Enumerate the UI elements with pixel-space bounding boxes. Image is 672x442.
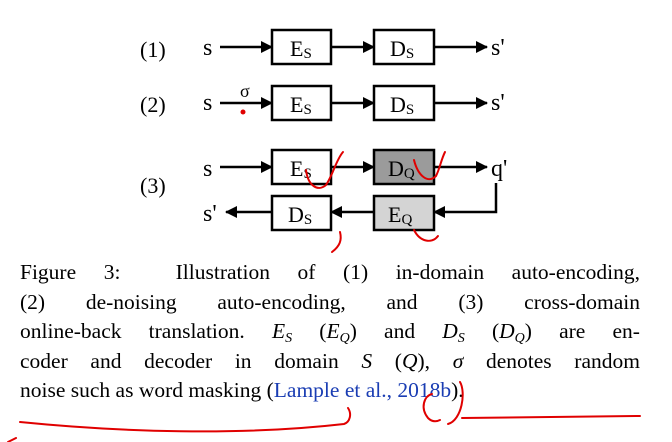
decoder-ds-box (372, 84, 436, 122)
decoder-ds-box (372, 28, 436, 66)
figure-caption: Figure 3: Illustration of (1) in-domain … (20, 258, 640, 406)
row-1: (1) s ES DS s' (140, 28, 505, 66)
caption-line-3: online-back translation. ES (EQ) and DS … (20, 319, 640, 346)
citation-link[interactable]: Lample et al., 2018b (273, 378, 452, 402)
row-1-output: s' (491, 35, 505, 61)
caption-line-4: coder and decoder in domain S (Q), σ den… (20, 348, 640, 373)
encoder-es-box (270, 28, 333, 66)
decoder-label: DS (390, 36, 414, 62)
row-3-label: (3) (140, 173, 166, 198)
row-2-input: s (203, 90, 212, 116)
noise-sigma: σ (240, 81, 250, 101)
row-2-output: s' (491, 90, 505, 116)
caption-line-1: Figure 3: Illustration of (1) in-domain … (20, 260, 641, 284)
encoder-label: ES (290, 36, 312, 62)
row-3-input: s (203, 156, 212, 182)
decoder-label: DS (288, 202, 312, 228)
decoder-ds-box (270, 194, 333, 232)
row-1-label: (1) (140, 37, 166, 62)
encoder-label: ES (290, 92, 312, 118)
decoder-label: DS (390, 92, 414, 118)
row-1-input: s (203, 35, 212, 61)
encoder-label: EQ (388, 202, 412, 228)
row-3-output-q: q' (491, 156, 507, 182)
decoder-label: DQ (388, 156, 415, 182)
row-3-output-s: s' (203, 201, 217, 227)
sigma-symbol: σ (452, 348, 464, 373)
caption-line-5: noise such as word masking (Lample et al… (20, 378, 464, 402)
encoder-eq-box (372, 194, 436, 232)
row-2: (2) s σ ES DS s' (140, 81, 505, 122)
caption-line-2: (2) de-noising auto-encoding, and (3) cr… (20, 289, 640, 314)
row-3: (3) s ES DQ q' EQ DS s' (140, 148, 507, 232)
row-2-label: (2) (140, 92, 166, 117)
